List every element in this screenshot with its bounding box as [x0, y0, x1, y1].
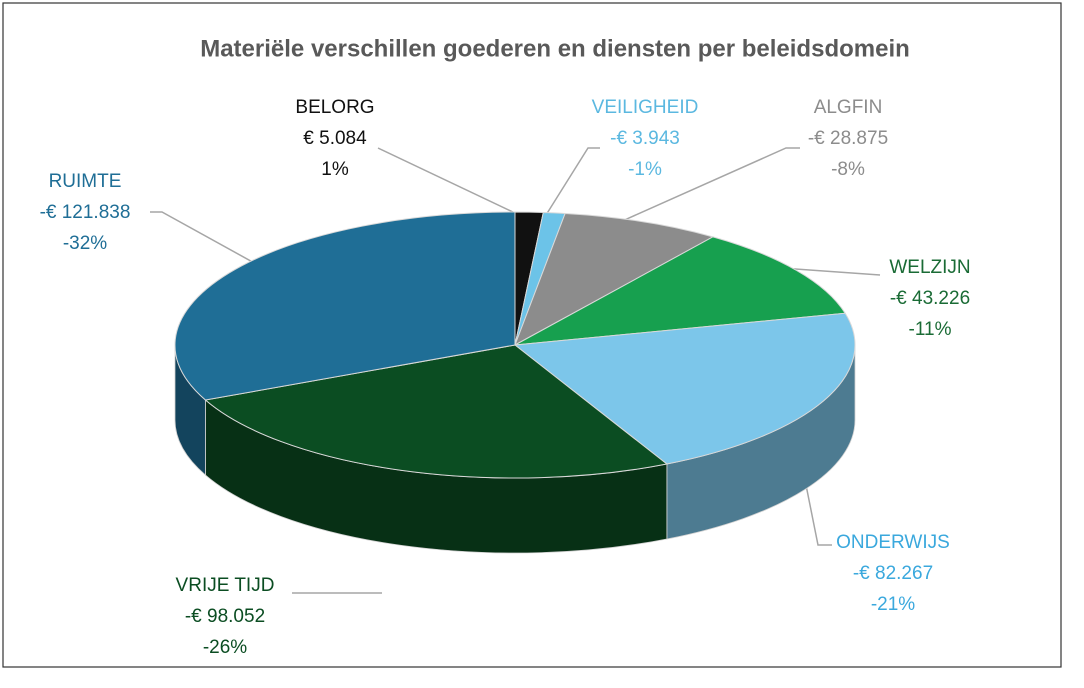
data-label-percent: -26% — [203, 637, 247, 658]
data-label-value: -€ 43.226 — [890, 288, 970, 309]
data-label-percent: -1% — [628, 159, 662, 180]
pie-sides — [174, 344, 856, 554]
slice — [204, 344, 669, 479]
leader-line — [150, 211, 259, 266]
slice — [514, 236, 847, 346]
data-label-name: VRIJE TIJD — [176, 575, 275, 596]
leader-line — [377, 147, 516, 214]
data-label-percent: -32% — [63, 233, 107, 254]
data-label-percent: -8% — [831, 159, 865, 180]
slice — [513, 312, 856, 465]
data-label-name: RUIMTE — [49, 171, 122, 192]
data-label-percent: -21% — [871, 594, 915, 615]
data-label-name: ALGFIN — [814, 97, 883, 118]
data-label-name: VEILIGHEID — [592, 97, 699, 118]
data-label-value: -€ 98.052 — [185, 606, 265, 627]
leader-lines — [150, 147, 881, 594]
data-label-value: -€ 121.838 — [40, 202, 131, 223]
pie-tops — [174, 211, 856, 479]
data-label-name: WELZIJN — [889, 257, 970, 278]
data-label-percent: 1% — [321, 159, 349, 180]
chart-title: Materiële verschillen goederen en dienst… — [200, 35, 910, 62]
data-label-value: -€ 3.943 — [610, 128, 680, 149]
leader-line — [545, 147, 600, 216]
leader-line — [619, 147, 800, 223]
data-label-value: -€ 28.875 — [808, 128, 888, 149]
data-label-value: € 5.084 — [303, 128, 367, 149]
data-label-name: ONDERWIJS — [836, 532, 950, 553]
data-label-value: -€ 82.267 — [853, 563, 933, 584]
data-label-percent: -11% — [909, 319, 952, 340]
slice — [514, 212, 715, 347]
data-label-name: BELORG — [295, 97, 374, 118]
slice — [174, 211, 516, 401]
leader-line — [804, 479, 832, 546]
